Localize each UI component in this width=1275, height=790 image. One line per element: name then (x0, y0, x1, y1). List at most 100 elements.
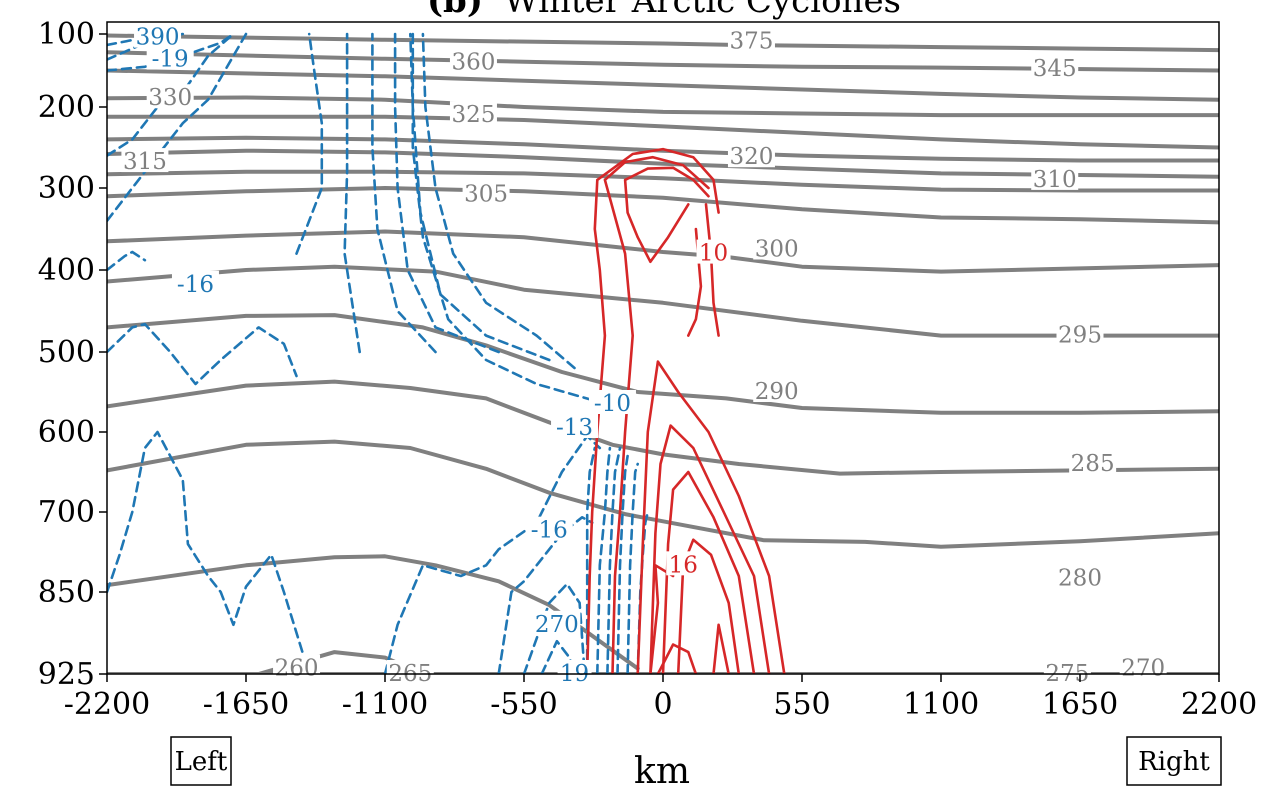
theta-label-10: 295 (1058, 323, 1102, 349)
theta-label-8: 305 (464, 182, 508, 208)
left-box: Left (170, 736, 232, 786)
warm-contour-9 (649, 564, 675, 674)
theta-contour-9 (107, 229, 1219, 274)
theta-contour-4 (107, 114, 1219, 150)
cold-contour-4 (107, 32, 248, 223)
y-tick-label-3: 400 (38, 253, 95, 288)
theta-contour-10 (107, 264, 1219, 338)
cold-contour-16 (497, 516, 594, 674)
contour-layer (107, 32, 1219, 674)
warm-contour-8 (676, 538, 741, 674)
right-box: Right (1126, 736, 1222, 786)
warm-contour-10 (656, 643, 698, 674)
theta-label-bg-1 (449, 48, 497, 73)
y-tick-label-2: 300 (38, 171, 95, 206)
warm-contour-1 (603, 155, 710, 674)
theta-label-6: 315 (123, 149, 167, 175)
theta-contour-2 (107, 68, 1219, 102)
theta-contour-8 (107, 186, 1219, 225)
cold-contour-11 (421, 32, 576, 370)
theta-label-bg-4 (449, 101, 497, 126)
warm-label-bg-1 (666, 551, 701, 576)
cold-contour-3 (107, 32, 235, 157)
cold-label-6: 270 (535, 612, 579, 638)
theta-contour-5 (107, 135, 1219, 163)
theta-label-bg-7 (1031, 165, 1079, 190)
warm-label-0: 10 (699, 241, 728, 267)
y-tick-label-1: 200 (38, 90, 95, 125)
cold-label-0: -16 (177, 272, 214, 298)
theta-label-7: 310 (1033, 167, 1077, 193)
x-tick-label-4: 0 (653, 687, 672, 722)
theta-label-bg-11 (753, 378, 801, 402)
theta-label-bg-2 (1031, 55, 1079, 80)
theta-contour-3 (107, 95, 1219, 118)
chart-title: (b) Winter Arctic Cyclones (427, 0, 901, 21)
theta-contour-7 (107, 169, 1219, 193)
x-tick-label-7: 1650 (1042, 687, 1118, 722)
theta-label-13: 280 (1058, 566, 1102, 592)
theta-label-bg-12 (1069, 450, 1117, 474)
theta-label-16: 260 (275, 656, 319, 682)
cold-contour-9 (393, 32, 500, 354)
cold-contour-5 (107, 250, 147, 272)
theta-label-bg-10 (1056, 321, 1104, 346)
title-text: Winter Arctic Cyclones (504, 0, 901, 21)
x-tick-label-5: 550 (773, 687, 830, 722)
warm-label-bg-0 (696, 239, 731, 264)
y-tick-label-4: 500 (38, 335, 95, 370)
cold-contour-20 (596, 446, 612, 674)
cold-contour-23 (626, 462, 639, 674)
y-tick-label-6: 700 (38, 495, 95, 530)
cold-contour-21 (606, 446, 622, 674)
cold-label-bg-1 (588, 390, 636, 414)
x-tick-label-8: 2200 (1181, 687, 1257, 722)
theta-contour-1 (107, 50, 1219, 73)
theta-label-5: 320 (730, 144, 774, 170)
theta-label-3: 330 (148, 85, 192, 111)
theta-label-11: 290 (755, 379, 799, 405)
cold-contour-8 (371, 32, 437, 354)
cold-contour-13 (107, 322, 298, 386)
right-box-label: Right (1138, 747, 1210, 777)
x-tick-label-6: 1100 (903, 687, 979, 722)
y-tick-label-5: 600 (38, 415, 95, 450)
theta-contour-13 (107, 439, 1219, 549)
y-tick-label-8: 925 (38, 657, 95, 692)
warm-contour-5 (636, 360, 786, 674)
warm-contour-2 (623, 166, 710, 264)
warm-contour-7 (661, 470, 756, 674)
x-tick-label-0: -2200 (64, 687, 150, 722)
cold-label-bg-0 (171, 270, 219, 295)
theta-label-bg-17 (386, 660, 434, 684)
x-axis-label: km (634, 751, 690, 790)
warm-contour-0 (585, 147, 720, 674)
cold-label-bg-7 (557, 660, 592, 684)
y-tick-label-7: 850 (38, 575, 95, 610)
x-tick-label-1: -1650 (203, 687, 289, 722)
theta-contour-11 (107, 313, 1219, 415)
warm-label-1: 16 (669, 552, 698, 578)
cold-label-2: -13 (556, 415, 593, 441)
cold-contour-19 (585, 446, 597, 674)
plot-frame (106, 21, 1220, 675)
left-box-label: Left (175, 747, 228, 777)
y-tick-label-0: 100 (38, 17, 95, 52)
x-axis: -2200 -1650 -1100 -550 0 550 1100 1650 2200 (64, 674, 1257, 722)
theta-label-bg-3 (146, 84, 194, 109)
theta-label-4: 325 (452, 102, 496, 128)
svg-text:(b) Winter Arctic Cyclon: (b) Winter Arctic Cyclones (427, 0, 901, 21)
theta-label-bg-0 (727, 27, 775, 52)
title-panel-letter: (b) (427, 0, 483, 21)
theta-label-12: 285 (1071, 451, 1115, 477)
theta-label-9: 300 (755, 237, 799, 263)
cold-label-bg-4 (146, 45, 194, 70)
cold-label-bg-3 (525, 516, 573, 541)
theta-label-bg-6 (121, 148, 169, 173)
theta-contour-14 (107, 554, 640, 671)
theta-label-bg-8 (462, 180, 510, 205)
theta-label-1: 360 (452, 49, 496, 75)
theta-label-bg-9 (753, 235, 801, 260)
cold-label-3: -16 (531, 518, 568, 544)
